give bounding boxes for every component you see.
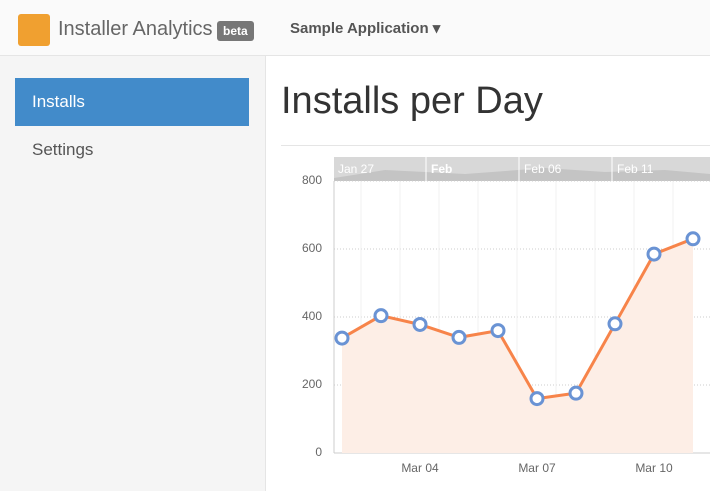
marker <box>646 246 662 262</box>
navigator-label: Feb 11 <box>617 162 654 176</box>
navigator-area <box>334 168 710 181</box>
navigator-label: Feb 06 <box>524 162 562 176</box>
x-tick-label: Mar 04 <box>401 461 439 475</box>
marker <box>334 330 350 346</box>
logo <box>18 14 50 46</box>
y-tick-label: 200 <box>302 377 322 391</box>
navigator-label: Jan 27 <box>338 162 374 176</box>
marker <box>529 391 545 407</box>
beta-badge: beta <box>217 21 254 41</box>
nav-item[interactable]: Installs <box>15 78 249 126</box>
y-tick-label: 600 <box>302 241 322 255</box>
marker <box>373 308 389 324</box>
divider <box>281 145 710 146</box>
top-bar: Installer Analytics beta Sample Applicat… <box>0 0 710 56</box>
app-selector[interactable]: Sample Application ▾ <box>290 20 441 37</box>
marker <box>568 385 584 401</box>
sidebar: Installs Settings <box>0 56 266 491</box>
y-tick-label: 400 <box>302 309 322 323</box>
app-title[interactable]: Installer Analytics <box>58 18 213 40</box>
nav-item[interactable]: Settings <box>32 140 94 159</box>
marker <box>451 329 467 345</box>
area <box>342 238 693 453</box>
y-tick-label: 0 <box>315 445 322 459</box>
marker <box>412 316 428 332</box>
marker <box>490 323 506 339</box>
navigator-label: Feb <box>431 162 452 176</box>
marker <box>685 231 701 247</box>
marker <box>607 316 623 332</box>
chart: Jan 27 Feb Feb 06 Feb 11 0 200 400 600 800 Mar 04… <box>302 157 710 475</box>
x-tick-label: Mar 07 <box>518 461 556 475</box>
y-tick-label: 800 <box>302 173 322 187</box>
x-tick-label: Mar 10 <box>635 461 673 475</box>
page-title: Installs per Day <box>281 80 543 122</box>
line <box>341 237 694 401</box>
app-selector-label[interactable]: Sample Application <box>290 20 429 37</box>
